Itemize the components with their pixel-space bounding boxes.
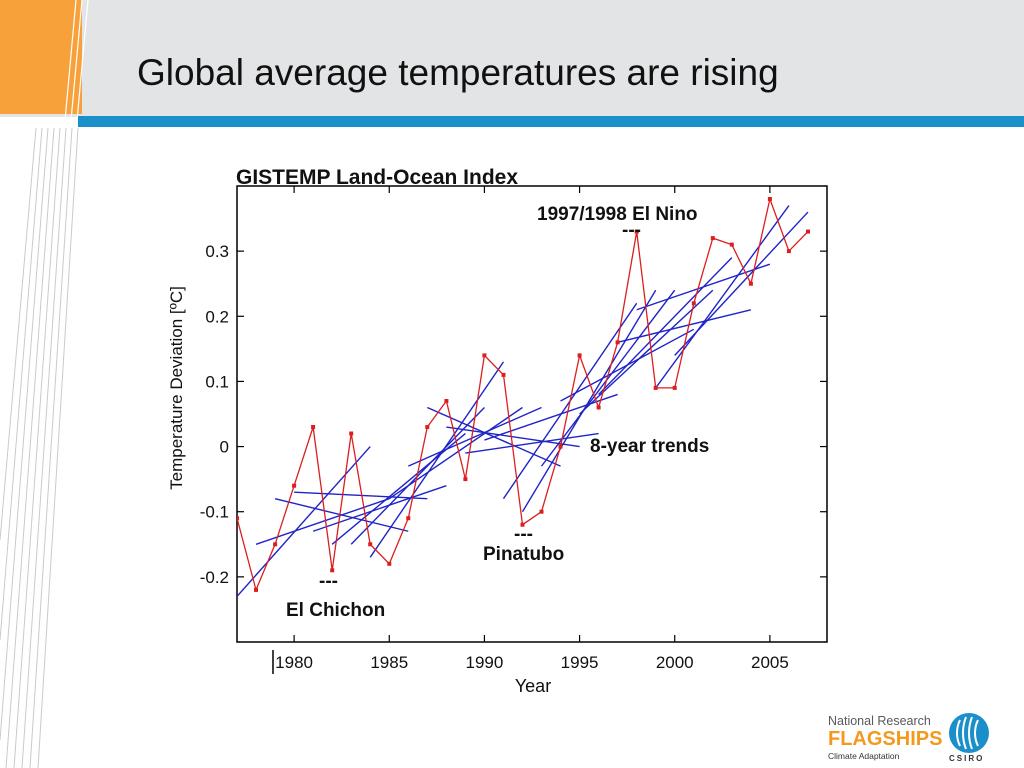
- x-tick-label-1990: 1990: [466, 653, 504, 672]
- trend-line-5: [331, 433, 466, 545]
- data-point-1999: [653, 385, 658, 390]
- logo-line-1: National Research: [828, 714, 931, 728]
- trend-line-3: [294, 491, 428, 500]
- gistemp-chart: GISTEMP Land-Ocean Index 1980 1985 1990 199…: [167, 166, 828, 696]
- plot-content: [237, 196, 810, 597]
- trend-line-16: [540, 289, 676, 467]
- data-point-1981: [311, 425, 316, 429]
- data-point-1977: [237, 516, 239, 521]
- trend-line-2: [274, 498, 409, 532]
- data-point-1979: [273, 542, 278, 547]
- trend-line-22: [655, 205, 790, 389]
- data-point-1988: [444, 399, 449, 403]
- x-tick-label-1995: 1995: [561, 653, 599, 672]
- x-axis-label: Year: [515, 676, 551, 696]
- logo-line-3: Climate Adaptation: [828, 751, 900, 761]
- data-point-1982: [330, 568, 335, 573]
- data-point-1995: [577, 353, 582, 358]
- trend-line-12: [465, 432, 599, 454]
- y-tick-label-0.3: 0.3: [205, 242, 229, 261]
- trend-line-23: [674, 211, 809, 356]
- data-point-1989: [463, 477, 468, 482]
- data-point-2004: [748, 281, 753, 286]
- data-point-1987: [425, 425, 430, 429]
- annotation-el-nino-dash: ---: [622, 220, 641, 241]
- data-point-1993: [539, 509, 544, 514]
- trend-line-9: [408, 406, 542, 467]
- y-tick-label-0.2: 0.2: [205, 307, 229, 326]
- trend-line-11: [446, 426, 580, 448]
- data-point-1992: [520, 522, 525, 527]
- data-point-2001: [691, 301, 696, 306]
- orange-accent-tab: [0, 0, 82, 114]
- data-point-2006: [786, 249, 791, 254]
- data-point-1986: [406, 516, 411, 521]
- chart-title: GISTEMP Land-Ocean Index: [236, 166, 518, 189]
- trend-line-20: [617, 309, 752, 344]
- y-tick-labels: -0.2 -0.1 0 0.1 0.2 0.3: [200, 242, 229, 587]
- axis-ticks: [237, 186, 827, 642]
- annotation-el-chichon: El Chichon: [286, 600, 385, 621]
- data-point-1980: [292, 483, 297, 488]
- data-point-1991: [501, 372, 506, 377]
- y-axis-label: Temperature Deviation [ºC]: [167, 286, 186, 490]
- x-tick-label-2000: 2000: [656, 653, 694, 672]
- trend-line-13: [484, 393, 618, 441]
- annotation-pinatubo: Pinatubo: [483, 544, 564, 565]
- trend-line-18: [579, 289, 714, 415]
- annotation-el-chichon-dash: ---: [319, 571, 338, 592]
- slide-title: Global average temperatures are rising: [137, 52, 779, 93]
- trend-line-19: [598, 257, 733, 395]
- data-point-1994: [558, 444, 563, 449]
- trend-line-0: [237, 446, 371, 597]
- annotation-pinatubo-dash: ---: [514, 524, 533, 545]
- x-tick-label-1985: 1985: [370, 653, 408, 672]
- slide-header: [0, 0, 1024, 117]
- annotation-trends: 8-year trends: [590, 436, 709, 457]
- csiro-globe-icon: [949, 713, 989, 753]
- data-point-1983: [349, 431, 354, 436]
- y-tick-label--0.2: -0.2: [200, 568, 229, 587]
- x-tick-labels: 1980 1985 1990 1995 2000 2005: [275, 653, 789, 672]
- data-point-1996: [596, 405, 601, 410]
- trend-line-7: [369, 361, 505, 558]
- x-tick-label-1980: 1980: [275, 653, 313, 672]
- plot-area-frame: [236, 185, 828, 643]
- data-point-1997: [615, 340, 620, 345]
- data-point-2002: [710, 236, 715, 241]
- data-point-1978: [254, 587, 258, 592]
- x-tick-label-2005: 2005: [751, 653, 789, 672]
- logo-org-name: CSIRO: [949, 754, 985, 763]
- data-point-2003: [729, 242, 734, 247]
- blue-divider-band: [78, 116, 1024, 127]
- data-point-1990: [482, 353, 487, 358]
- trend-line-15: [521, 289, 657, 513]
- logo-line-2: FLAGSHIPS: [828, 728, 943, 750]
- data-point-1998: [634, 229, 639, 234]
- y-tick-label-0.1: 0.1: [205, 372, 229, 391]
- trend-line-6: [350, 406, 485, 545]
- trend-line-21: [636, 263, 771, 311]
- trend-line-4: [312, 484, 447, 532]
- data-point-2005: [767, 197, 772, 201]
- data-point-2000: [672, 385, 677, 390]
- data-point-1985: [387, 561, 392, 566]
- y-tick-label-0: 0: [220, 438, 229, 457]
- flagships-csiro-logo: National Research FLAGSHIPS Climate Adap…: [824, 712, 1014, 764]
- data-point-1984: [368, 542, 373, 547]
- data-point-2007: [806, 229, 810, 234]
- annotation-el-nino: 1997/1998 El Nino: [537, 204, 698, 225]
- y-tick-label--0.1: -0.1: [200, 503, 229, 522]
- trend-line-8: [388, 406, 523, 500]
